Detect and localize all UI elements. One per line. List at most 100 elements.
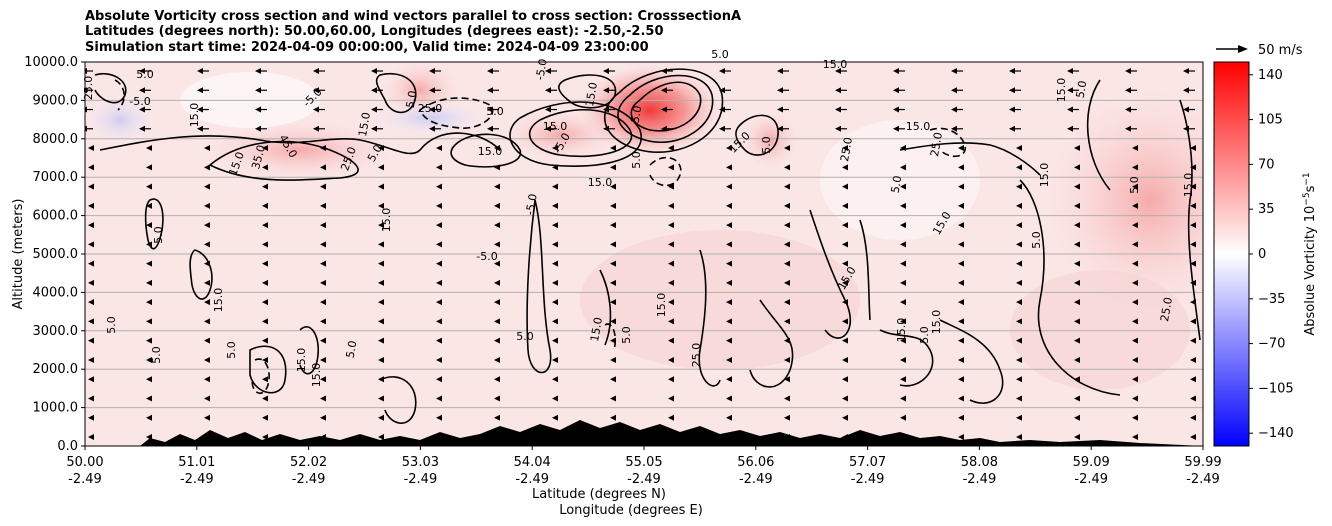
contour-label: 35.0 <box>249 144 268 171</box>
wind-arrow <box>313 87 325 94</box>
x-tick-label-lat: 50.00 <box>66 455 103 470</box>
wind-arrow <box>900 356 906 363</box>
wind-arrow <box>313 68 325 74</box>
chart-title-line2: Latitudes (degrees north): 50.00,60.00, … <box>85 24 664 39</box>
y-tick-label: 4000.0 <box>33 285 79 300</box>
wind-arrow <box>320 337 326 344</box>
contour-label: 5.0 <box>630 151 643 169</box>
wind-arrow <box>146 414 152 421</box>
wind-vectors <box>85 68 1196 440</box>
wind-arrow <box>378 241 384 248</box>
wind-arrow <box>893 87 905 94</box>
wind-arrow <box>603 68 615 74</box>
wind-arrow <box>88 222 94 229</box>
contour-label: 5.0 <box>516 330 534 343</box>
wind-arrow <box>610 299 616 306</box>
wind-arrow <box>146 164 152 171</box>
wind-arrow <box>661 125 673 132</box>
wind-arrow <box>668 318 674 325</box>
wind-arrow <box>951 68 963 74</box>
wind-arrow <box>320 145 326 152</box>
contour-label: 5.0 <box>629 105 645 124</box>
wind-arrow <box>661 68 673 74</box>
contour-label: 5.0 <box>711 48 729 61</box>
wind-arrow <box>842 337 848 344</box>
wind-arrow <box>494 414 500 421</box>
wind-arrow <box>146 202 152 209</box>
wind-arrow <box>1009 68 1021 74</box>
wind-arrow <box>726 183 732 190</box>
wind-key: 50 m/s <box>1216 43 1303 58</box>
wind-arrow <box>1132 318 1138 325</box>
wind-arrow <box>610 356 616 363</box>
wind-arrow <box>1190 279 1196 286</box>
contour-label: 15.0 <box>380 208 393 233</box>
wind-arrow <box>146 337 152 344</box>
wind-arrow <box>1016 145 1022 152</box>
wind-arrow <box>842 145 848 152</box>
wind-arrow <box>958 395 964 402</box>
x-tick-label-lon: -2.49 <box>1186 472 1220 487</box>
wind-arrow <box>900 260 906 267</box>
contour-label: 5.0 <box>918 326 931 344</box>
wind-arrow <box>958 434 964 440</box>
wind-arrow <box>1074 279 1080 286</box>
contour-label: 5.0 <box>1128 176 1141 194</box>
wind-arrow <box>1009 106 1021 113</box>
wind-arrow <box>88 202 94 209</box>
wind-arrow <box>726 395 732 402</box>
wind-arrow <box>88 164 94 171</box>
wind-arrow <box>88 414 94 421</box>
x-tick-label-lon: -2.49 <box>851 472 885 487</box>
wind-arrow <box>1132 395 1138 402</box>
wind-arrow <box>429 125 441 132</box>
y-tick-label: 10000.0 <box>24 55 78 70</box>
colorbar-tick-label: −70 <box>1258 337 1285 352</box>
vorticity-field <box>85 62 1203 446</box>
wind-arrow <box>88 395 94 402</box>
colorbar-tick-label: −105 <box>1258 381 1294 396</box>
wind-arrow <box>1183 68 1195 74</box>
contour-label: 15.0 <box>823 58 848 71</box>
wind-arrow <box>900 376 906 383</box>
wind-arrow <box>784 318 790 325</box>
wind-arrow <box>610 241 616 248</box>
wind-arrow <box>262 299 268 306</box>
wind-arrow <box>436 183 442 190</box>
wind-arrow <box>603 125 615 132</box>
wind-arrow <box>320 279 326 286</box>
y-tick-label: 5000.0 <box>33 247 79 262</box>
contour-label: 15.0 <box>295 348 308 373</box>
wind-arrow <box>88 241 94 248</box>
contour-label: 15.0 <box>212 288 225 313</box>
x-axis: 50.00 -2.49 51.01 -2.49 52.02 -2.49 53.03 -2.49… <box>66 446 1222 487</box>
wind-arrow <box>668 376 674 383</box>
wind-arrow <box>204 279 210 286</box>
wind-arrow <box>204 145 210 152</box>
x-tick-label-lat: 52.02 <box>290 455 327 470</box>
wind-arrow <box>1016 337 1022 344</box>
wind-arrow <box>255 68 267 74</box>
wind-arrow <box>88 434 94 440</box>
wind-arrow <box>668 356 674 363</box>
wind-arrow <box>893 68 905 74</box>
x-tick-label-lon: -2.49 <box>627 472 661 487</box>
wind-arrow <box>494 356 500 363</box>
wind-arrow <box>610 376 616 383</box>
x-tick-label-lat: 53.03 <box>402 455 439 470</box>
wind-arrow <box>668 145 674 152</box>
wind-arrow <box>1132 164 1138 171</box>
colorbar-tick-label: 35 <box>1258 202 1275 217</box>
wind-arrow <box>139 87 151 94</box>
contour-label: 15.0 <box>906 120 931 133</box>
contour-label: 15.0 <box>655 293 668 318</box>
wind-arrow <box>487 125 499 132</box>
wind-arrow <box>146 318 152 325</box>
wind-arrow <box>146 183 152 190</box>
wind-arrow <box>139 106 151 113</box>
colorbar-tick-label: 70 <box>1258 157 1275 172</box>
wind-arrow <box>320 376 326 383</box>
wind-arrow <box>552 279 558 286</box>
y-tick-label: 1000.0 <box>33 401 79 416</box>
contour-label: 5.0 <box>105 316 118 334</box>
